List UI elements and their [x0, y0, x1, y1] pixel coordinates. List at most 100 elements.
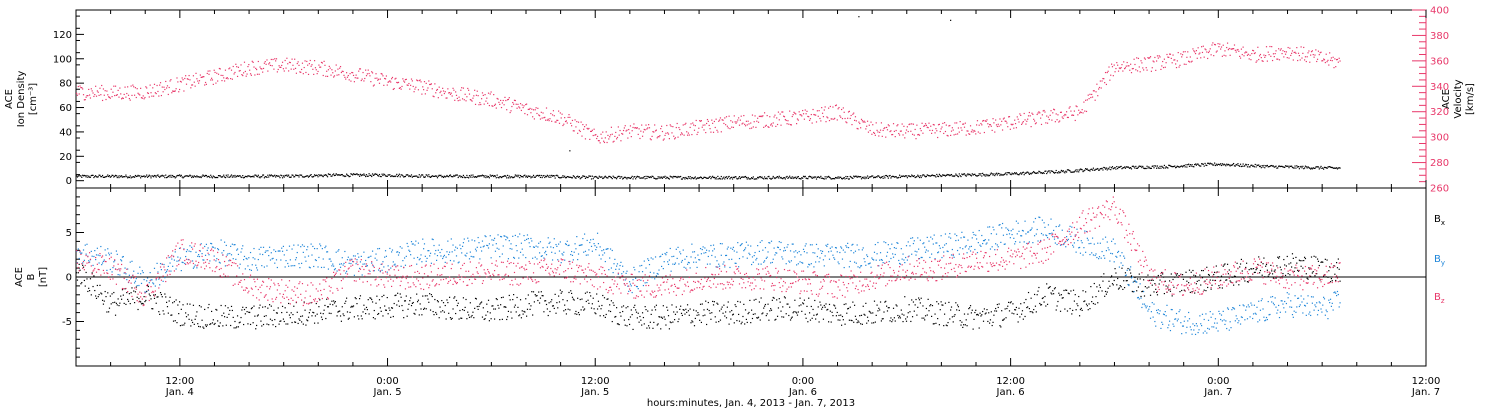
velocity-point: [843, 111, 845, 113]
velocity-point: [918, 134, 921, 136]
velocity-point: [91, 90, 93, 92]
density-point: [275, 174, 278, 177]
velocity-point: [159, 84, 161, 86]
density-point: [1298, 168, 1300, 170]
bx-point: [1001, 319, 1004, 321]
bx-point: [738, 320, 741, 322]
density-point: [1126, 166, 1128, 168]
velocity-point: [828, 107, 830, 109]
velocity-point: [172, 90, 175, 92]
velocity-point: [439, 91, 441, 94]
density-point: [878, 175, 880, 177]
bx-point: [704, 314, 706, 316]
velocity-point: [150, 92, 152, 94]
density-point: [325, 174, 327, 176]
by-point: [172, 265, 174, 267]
bx-point: [998, 303, 1000, 305]
density-point: [478, 175, 480, 178]
velocity-point: [975, 133, 977, 135]
density-point: [658, 177, 660, 179]
bx-point: [444, 304, 446, 307]
velocity-point: [1263, 54, 1265, 56]
bx-point: [1222, 265, 1224, 267]
bx-point: [405, 295, 407, 297]
by-point: [384, 256, 386, 258]
bx-point: [510, 311, 512, 313]
density-point: [648, 176, 651, 179]
velocity-point: [633, 123, 635, 125]
bx-point: [1185, 271, 1187, 273]
by-point: [130, 277, 132, 279]
by-point: [464, 254, 466, 256]
velocity-point: [729, 127, 731, 130]
by-point: [440, 255, 442, 257]
velocity-point: [1060, 111, 1063, 113]
bx-point: [359, 295, 362, 297]
bx-point: [540, 291, 542, 293]
density-point: [1082, 170, 1084, 173]
velocity-point: [598, 140, 600, 142]
bx-point: [656, 324, 658, 326]
by-point: [492, 244, 494, 246]
velocity-point: [162, 91, 164, 93]
bx-point: [311, 315, 313, 317]
density-point: [866, 177, 868, 179]
density-point: [820, 175, 822, 177]
bx-point: [632, 328, 634, 331]
bx-point: [1278, 256, 1281, 258]
bx-point: [318, 306, 320, 308]
velocity-point: [359, 68, 362, 70]
velocity-point: [1047, 116, 1050, 118]
density-point: [551, 175, 554, 177]
by-point: [414, 244, 416, 246]
velocity-point: [564, 117, 566, 119]
density-point: [109, 176, 111, 178]
density-point: [841, 178, 844, 180]
density-point: [188, 175, 190, 177]
density-point: [195, 176, 197, 178]
density-point: [208, 175, 210, 178]
by-point: [340, 263, 343, 265]
density-point: [1329, 165, 1331, 168]
bx-point: [219, 322, 221, 324]
bx-point: [1265, 263, 1268, 266]
density-point: [731, 176, 733, 178]
bx-point: [646, 327, 648, 329]
velocity-point: [1123, 61, 1125, 63]
density-point: [614, 177, 616, 179]
velocity-point: [1059, 111, 1062, 113]
density-point: [870, 176, 872, 178]
density-point: [778, 175, 780, 177]
bx-point: [239, 321, 241, 323]
bx-point: [1146, 287, 1148, 289]
bx-point: [1148, 286, 1150, 288]
bx-point: [1088, 303, 1090, 305]
bx-point: [222, 325, 224, 327]
density-point: [1206, 164, 1208, 167]
density-point: [1228, 164, 1230, 166]
bx-point: [1111, 283, 1114, 285]
velocity-point: [396, 81, 398, 84]
velocity-point: [1117, 64, 1119, 66]
density-point: [1135, 165, 1137, 168]
density-point: [90, 174, 92, 177]
by-point: [301, 244, 304, 246]
density-point: [1127, 166, 1129, 168]
by-point: [494, 250, 497, 252]
bx-point: [571, 296, 574, 298]
by-point: [335, 251, 337, 253]
by-point: [93, 255, 95, 258]
density-point: [1207, 162, 1210, 164]
density-point: [365, 175, 367, 178]
bx-point: [832, 315, 834, 317]
density-point: [398, 173, 400, 175]
bx-point: [753, 299, 755, 301]
velocity-point: [693, 124, 695, 126]
velocity-ylabel-line1: ACE: [1441, 89, 1452, 109]
velocity-point: [88, 94, 91, 96]
density-point: [118, 177, 120, 179]
bx-point: [171, 314, 173, 316]
density-point: [881, 175, 883, 178]
bx-point: [334, 301, 336, 303]
bx-point: [854, 315, 857, 317]
